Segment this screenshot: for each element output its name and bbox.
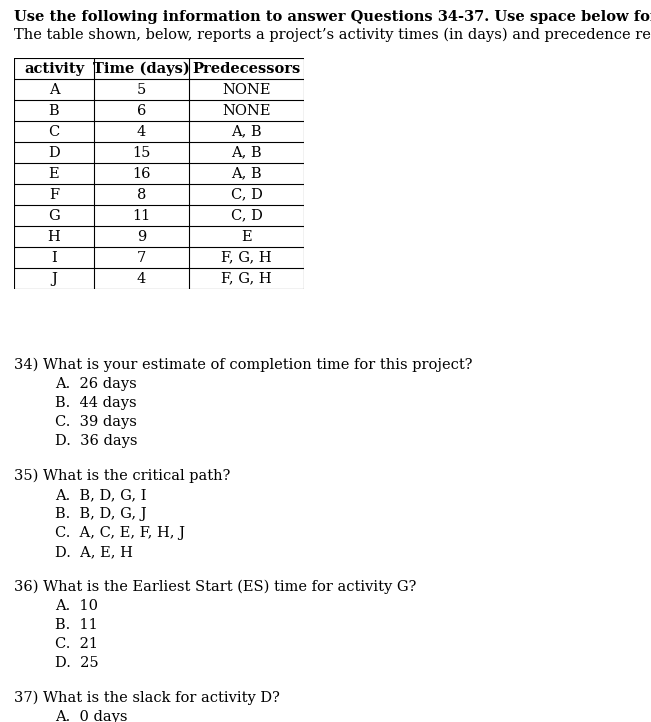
Text: A.  B, D, G, I: A. B, D, G, I: [55, 488, 146, 502]
Text: The table shown, below, reports a project’s activity times (in days) and precede: The table shown, below, reports a projec…: [14, 28, 651, 43]
Text: A.  10: A. 10: [55, 599, 98, 613]
Text: 16: 16: [132, 167, 151, 180]
Text: Time (days): Time (days): [93, 61, 190, 76]
Text: 11: 11: [132, 209, 150, 222]
Text: A: A: [49, 82, 59, 97]
Text: B.  11: B. 11: [55, 618, 98, 632]
Text: 36) What is the Earliest Start (ES) time for activity G?: 36) What is the Earliest Start (ES) time…: [14, 580, 417, 594]
Text: B: B: [49, 103, 59, 118]
Text: C, D: C, D: [230, 209, 262, 222]
Text: A, B: A, B: [231, 146, 262, 160]
Text: J: J: [51, 271, 57, 285]
Text: 35) What is the critical path?: 35) What is the critical path?: [14, 469, 230, 484]
Text: C.  A, C, E, F, H, J: C. A, C, E, F, H, J: [55, 526, 185, 540]
Text: F: F: [49, 188, 59, 201]
Text: F, G, H: F, G, H: [221, 251, 272, 264]
Text: B.  B, D, G, J: B. B, D, G, J: [55, 507, 146, 521]
Text: A.  26 days: A. 26 days: [55, 377, 137, 391]
Text: A, B: A, B: [231, 167, 262, 180]
Text: H: H: [48, 230, 61, 243]
Text: 4: 4: [137, 271, 146, 285]
Text: 34) What is your estimate of completion time for this project?: 34) What is your estimate of completion …: [14, 358, 473, 373]
Text: 4: 4: [137, 124, 146, 139]
Text: 9: 9: [137, 230, 146, 243]
Text: D.  A, E, H: D. A, E, H: [55, 545, 133, 559]
Text: I: I: [51, 251, 57, 264]
Text: 7: 7: [137, 251, 146, 264]
Text: NONE: NONE: [222, 103, 271, 118]
Text: NONE: NONE: [222, 82, 271, 97]
Text: G: G: [48, 209, 60, 222]
Text: 8: 8: [137, 188, 146, 201]
Text: 6: 6: [137, 103, 146, 118]
Text: C.  39 days: C. 39 days: [55, 415, 137, 429]
Text: 5: 5: [137, 82, 146, 97]
Text: 37) What is the slack for activity D?: 37) What is the slack for activity D?: [14, 691, 280, 705]
Text: Use the following information to answer Questions 34-37. Use space below for the: Use the following information to answer …: [14, 10, 651, 24]
Text: D.  25: D. 25: [55, 656, 98, 670]
Text: A, B: A, B: [231, 124, 262, 139]
Text: 15: 15: [132, 146, 150, 160]
Text: C.  21: C. 21: [55, 637, 98, 651]
Text: D.  36 days: D. 36 days: [55, 434, 137, 448]
Text: A.  0 days: A. 0 days: [55, 710, 128, 722]
Text: E: E: [49, 167, 59, 180]
Text: C: C: [48, 124, 60, 139]
Text: B.  44 days: B. 44 days: [55, 396, 137, 410]
Text: C, D: C, D: [230, 188, 262, 201]
Text: activity: activity: [24, 61, 84, 76]
Text: E: E: [241, 230, 252, 243]
Text: Predecessors: Predecessors: [193, 61, 301, 76]
Text: D: D: [48, 146, 60, 160]
Text: F, G, H: F, G, H: [221, 271, 272, 285]
